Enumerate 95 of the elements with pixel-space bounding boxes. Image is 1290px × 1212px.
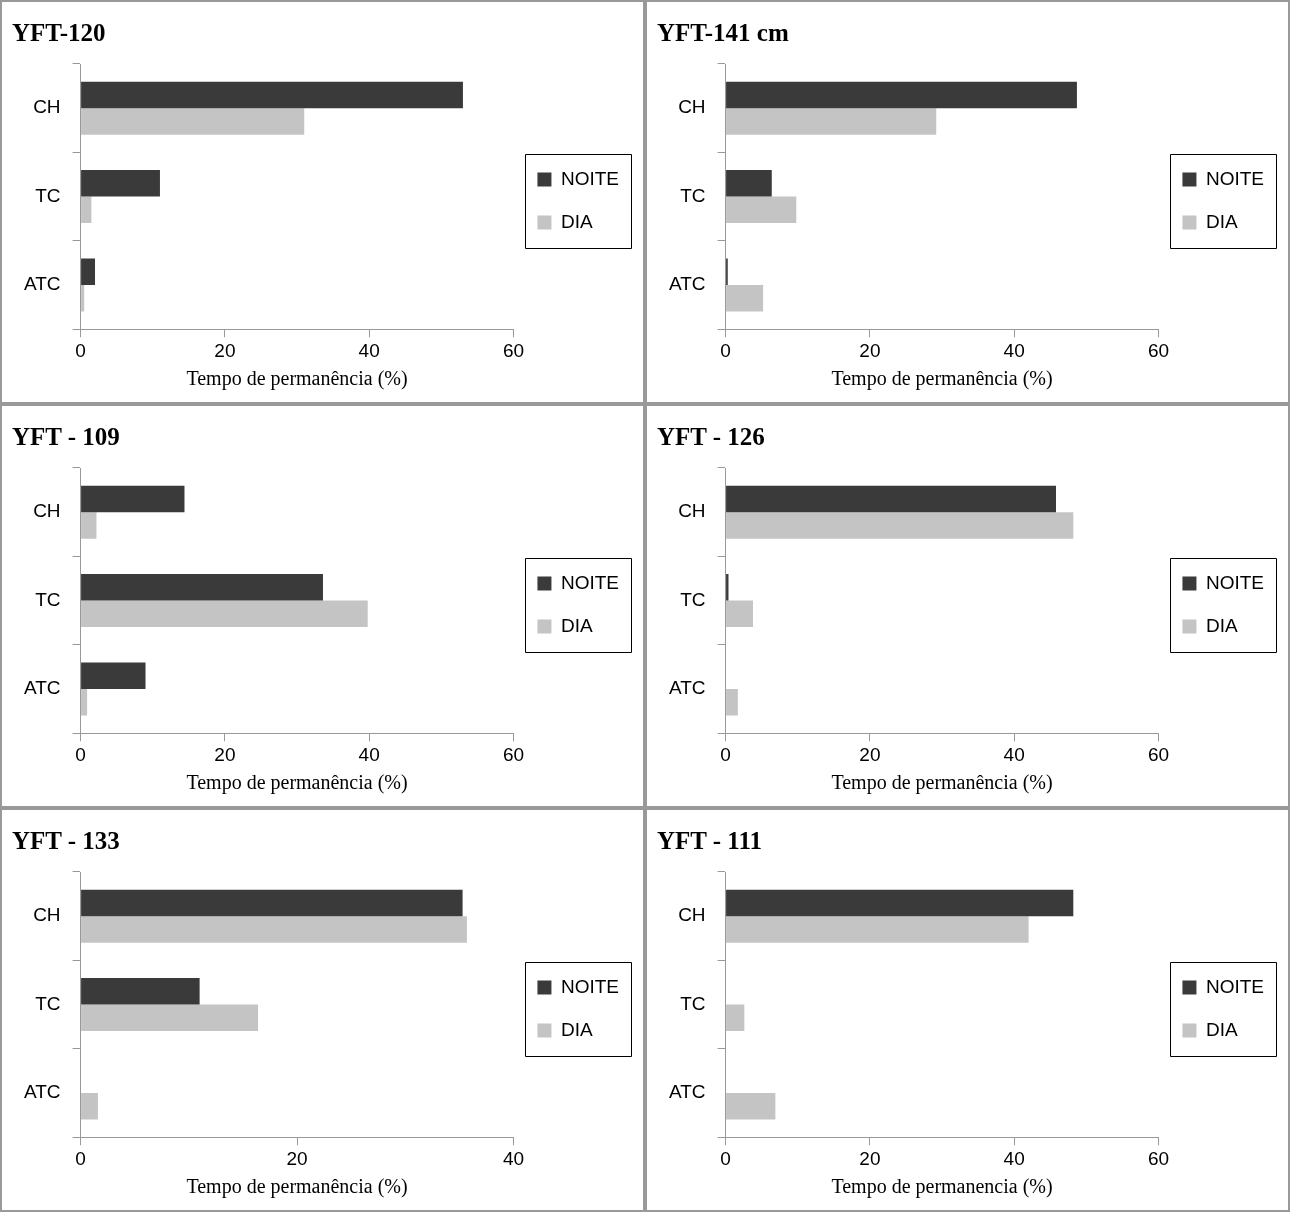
bar bbox=[81, 81, 463, 109]
bar bbox=[81, 889, 463, 917]
bar bbox=[726, 889, 1074, 917]
legend-label: DIA bbox=[1205, 614, 1238, 636]
x-tick-label: 40 bbox=[502, 1147, 525, 1169]
bar bbox=[726, 916, 1029, 943]
bar bbox=[81, 978, 200, 1005]
x-axis-title: Tempo de permanencia (%) bbox=[831, 1175, 1053, 1199]
x-tick-label: 60 bbox=[1147, 1147, 1170, 1169]
x-tick-label: 20 bbox=[859, 339, 881, 361]
x-tick-label: 0 bbox=[720, 339, 731, 361]
bar bbox=[726, 196, 797, 224]
y-tick-label: ATC bbox=[24, 273, 61, 295]
x-tick-label: 0 bbox=[720, 1147, 731, 1169]
y-tick-label: CH bbox=[33, 500, 61, 522]
legend-label: NOITE bbox=[560, 571, 619, 593]
bar bbox=[81, 689, 88, 716]
bar bbox=[81, 258, 96, 285]
y-tick-label: ATC bbox=[669, 1081, 706, 1103]
y-tick-label: TC bbox=[680, 184, 706, 206]
x-tick-label: 20 bbox=[214, 339, 236, 361]
y-tick-label: ATC bbox=[669, 273, 706, 295]
y-tick-label: TC bbox=[680, 588, 706, 610]
x-tick-label: 40 bbox=[1003, 743, 1025, 765]
bar bbox=[81, 512, 97, 539]
y-tick-label: TC bbox=[680, 992, 706, 1014]
legend-label: NOITE bbox=[1205, 975, 1264, 997]
chart-title: YFT-120 bbox=[12, 19, 106, 47]
y-tick-label: CH bbox=[33, 904, 61, 926]
y-tick-label: TC bbox=[35, 992, 61, 1014]
x-tick-label: 40 bbox=[358, 743, 380, 765]
x-tick-label: 60 bbox=[502, 339, 525, 361]
y-tick-label: TC bbox=[35, 184, 61, 206]
x-tick-label: 60 bbox=[502, 743, 525, 765]
bar bbox=[726, 170, 772, 197]
x-axis-title: Tempo de permanência (%) bbox=[831, 771, 1053, 795]
bar bbox=[81, 574, 323, 601]
x-tick-label: 20 bbox=[214, 743, 236, 765]
bar bbox=[81, 108, 305, 135]
bar bbox=[81, 1004, 259, 1032]
legend-label: DIA bbox=[560, 1018, 593, 1040]
legend-label: DIA bbox=[560, 210, 593, 232]
x-tick-label: 0 bbox=[75, 743, 86, 765]
legend-label: DIA bbox=[560, 614, 593, 636]
y-tick-label: TC bbox=[35, 588, 61, 610]
x-tick-label: 0 bbox=[720, 743, 731, 765]
chart-title: YFT - 109 bbox=[12, 423, 120, 451]
bar bbox=[81, 600, 368, 628]
x-axis-title: Tempo de permanência (%) bbox=[186, 1175, 408, 1199]
x-axis-title: Tempo de permanência (%) bbox=[186, 771, 408, 795]
chart-title: YFT-141 cm bbox=[657, 19, 789, 47]
legend-label: NOITE bbox=[1205, 167, 1264, 189]
legend-label: NOITE bbox=[560, 975, 619, 997]
x-axis-title: Tempo de permanência (%) bbox=[831, 367, 1053, 391]
bar bbox=[81, 285, 85, 312]
x-axis-title: Tempo de permanência (%) bbox=[186, 367, 408, 391]
bar bbox=[726, 512, 1074, 539]
bar bbox=[81, 662, 146, 689]
y-tick-label: CH bbox=[678, 96, 706, 118]
y-tick-label: CH bbox=[678, 500, 706, 522]
bar bbox=[726, 600, 753, 628]
y-tick-label: ATC bbox=[24, 677, 61, 699]
bar bbox=[81, 196, 92, 224]
x-tick-label: 0 bbox=[75, 339, 86, 361]
legend-label: DIA bbox=[1205, 210, 1238, 232]
chart-title: YFT - 111 bbox=[657, 827, 763, 855]
y-tick-label: CH bbox=[678, 904, 706, 926]
x-tick-label: 40 bbox=[1003, 1147, 1025, 1169]
bar bbox=[726, 81, 1077, 109]
x-tick-label: 20 bbox=[859, 743, 881, 765]
bar bbox=[726, 1093, 776, 1120]
x-tick-label: 20 bbox=[286, 1147, 308, 1169]
x-tick-label: 0 bbox=[75, 1147, 86, 1169]
legend-label: NOITE bbox=[1205, 571, 1264, 593]
legend-label: NOITE bbox=[560, 167, 619, 189]
bar bbox=[81, 170, 160, 197]
legend-label: DIA bbox=[1205, 1018, 1238, 1040]
bar bbox=[726, 1004, 745, 1032]
bar bbox=[81, 916, 467, 943]
bar bbox=[726, 108, 937, 135]
bar bbox=[726, 689, 738, 716]
bar bbox=[726, 485, 1056, 513]
x-tick-label: 20 bbox=[859, 1147, 881, 1169]
x-tick-label: 40 bbox=[358, 339, 380, 361]
y-tick-label: CH bbox=[33, 96, 61, 118]
bar bbox=[81, 485, 185, 513]
y-tick-label: ATC bbox=[669, 677, 706, 699]
x-tick-label: 60 bbox=[1147, 743, 1170, 765]
x-tick-label: 60 bbox=[1147, 339, 1170, 361]
bar bbox=[81, 1093, 98, 1120]
chart-title: YFT - 133 bbox=[12, 827, 120, 855]
bar bbox=[726, 285, 764, 312]
y-tick-label: ATC bbox=[24, 1081, 61, 1103]
chart-title: YFT - 126 bbox=[657, 423, 765, 451]
x-tick-label: 40 bbox=[1003, 339, 1025, 361]
